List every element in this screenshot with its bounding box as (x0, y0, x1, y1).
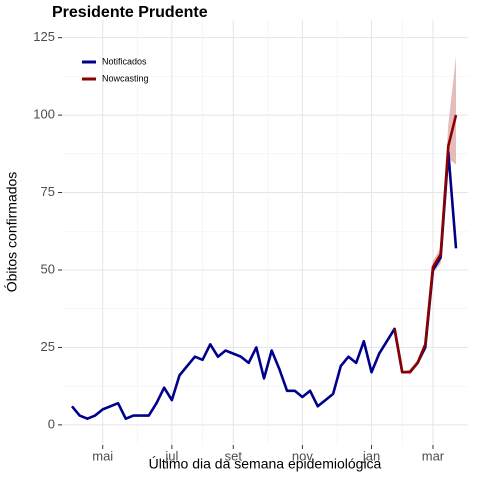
y-tick-label: 75 (41, 184, 55, 199)
y-tick-label: 50 (41, 261, 55, 276)
x-tick-label: set (225, 448, 243, 463)
y-tick-label: 0 (48, 416, 55, 431)
x-tick-label: jan (362, 448, 380, 463)
plot-background (62, 20, 468, 445)
legend-label: Notificados (102, 56, 147, 66)
series-line (70, 150, 458, 420)
y-axis-label: Óbitos confirmados (4, 172, 20, 293)
y-tick-label: 125 (33, 29, 55, 44)
x-tick-label: nov (292, 448, 313, 463)
legend-label: Nowcasting (102, 73, 149, 83)
series-line (393, 114, 458, 374)
x-tick-label: jul (164, 448, 178, 463)
x-tick-label: mar (422, 448, 445, 463)
y-tick-label: 100 (33, 107, 55, 122)
x-tick-label: mai (92, 448, 113, 463)
chart-title: Presidente Prudente (52, 4, 208, 21)
y-tick-label: 25 (41, 339, 55, 354)
x-axis-label: Último dia da semana epidemiológica (149, 456, 382, 472)
